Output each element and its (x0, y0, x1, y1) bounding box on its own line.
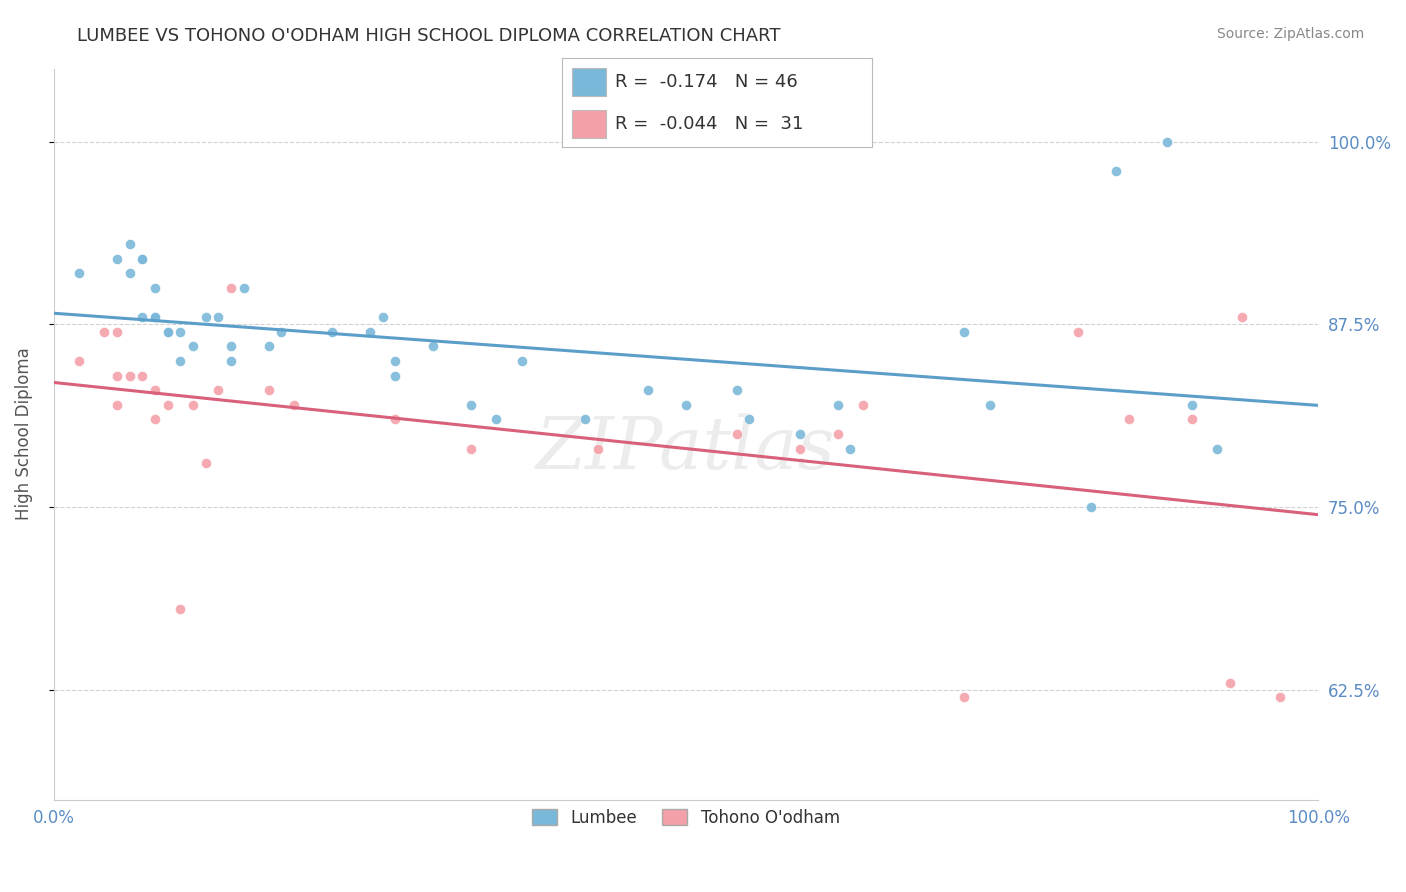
Point (105, 368, 128, 383)
Point (321, 325, 343, 339)
Point (143, 412, 166, 426)
Legend: Lumbee, Tohono O'odham: Lumbee, Tohono O'odham (524, 800, 848, 835)
Bar (572, 68, 606, 96)
Point (143, 383, 166, 397)
Point (169, 602, 191, 616)
Point (131, 252, 153, 266)
Point (156, 325, 179, 339)
Point (738, 412, 761, 426)
Text: Source: ZipAtlas.com: Source: ZipAtlas.com (1216, 27, 1364, 41)
Point (131, 368, 153, 383)
Point (257, 383, 280, 397)
Point (219, 281, 242, 295)
Point (131, 310, 153, 324)
Bar (572, 110, 606, 138)
Point (194, 456, 217, 470)
Point (118, 236, 141, 251)
Point (852, 398, 875, 412)
Point (105, 398, 128, 412)
Point (725, 383, 748, 397)
Point (1080, 500, 1102, 515)
Point (460, 398, 482, 412)
Point (1232, 310, 1254, 324)
Point (67, 266, 90, 280)
Point (131, 252, 153, 266)
Point (257, 339, 280, 353)
Text: R =  -0.174   N = 46: R = -0.174 N = 46 (614, 73, 797, 91)
Point (156, 325, 179, 339)
Point (1270, 690, 1292, 705)
Point (283, 398, 305, 412)
Text: ZIPatlas: ZIPatlas (536, 413, 837, 483)
Point (207, 383, 229, 397)
Point (510, 354, 533, 368)
Point (118, 368, 141, 383)
Point (422, 339, 444, 353)
Point (1219, 675, 1241, 690)
Point (181, 339, 204, 353)
Point (1181, 412, 1204, 426)
Point (789, 427, 811, 442)
Point (232, 281, 254, 295)
Point (586, 442, 609, 456)
Point (359, 325, 381, 339)
Point (143, 281, 166, 295)
Point (169, 325, 191, 339)
Point (143, 310, 166, 324)
Point (181, 398, 204, 412)
Point (270, 325, 292, 339)
Point (207, 310, 229, 324)
Point (143, 310, 166, 324)
Point (384, 368, 406, 383)
Point (789, 442, 811, 456)
Point (118, 266, 141, 280)
Point (384, 354, 406, 368)
Point (953, 325, 976, 339)
Point (675, 398, 697, 412)
Point (485, 412, 508, 426)
Point (979, 398, 1001, 412)
Text: LUMBEE VS TOHONO O'ODHAM HIGH SCHOOL DIPLOMA CORRELATION CHART: LUMBEE VS TOHONO O'ODHAM HIGH SCHOOL DIP… (77, 27, 780, 45)
Point (105, 325, 128, 339)
Point (1118, 412, 1140, 426)
Point (460, 442, 482, 456)
Point (93, 325, 115, 339)
Point (725, 427, 748, 442)
Point (67, 354, 90, 368)
Point (1181, 398, 1204, 412)
Point (953, 690, 976, 705)
Point (105, 252, 128, 266)
Point (574, 412, 596, 426)
Point (1206, 442, 1229, 456)
Point (219, 339, 242, 353)
Point (1105, 164, 1128, 178)
Point (827, 398, 849, 412)
Point (156, 398, 179, 412)
Y-axis label: High School Diploma: High School Diploma (15, 348, 32, 520)
Point (219, 354, 242, 368)
Point (1156, 135, 1178, 149)
Point (371, 310, 394, 324)
Point (827, 427, 849, 442)
Point (169, 354, 191, 368)
Point (839, 442, 862, 456)
Point (384, 412, 406, 426)
Point (1067, 325, 1090, 339)
Point (637, 383, 659, 397)
Text: R =  -0.044   N =  31: R = -0.044 N = 31 (614, 115, 803, 133)
Point (194, 310, 217, 324)
